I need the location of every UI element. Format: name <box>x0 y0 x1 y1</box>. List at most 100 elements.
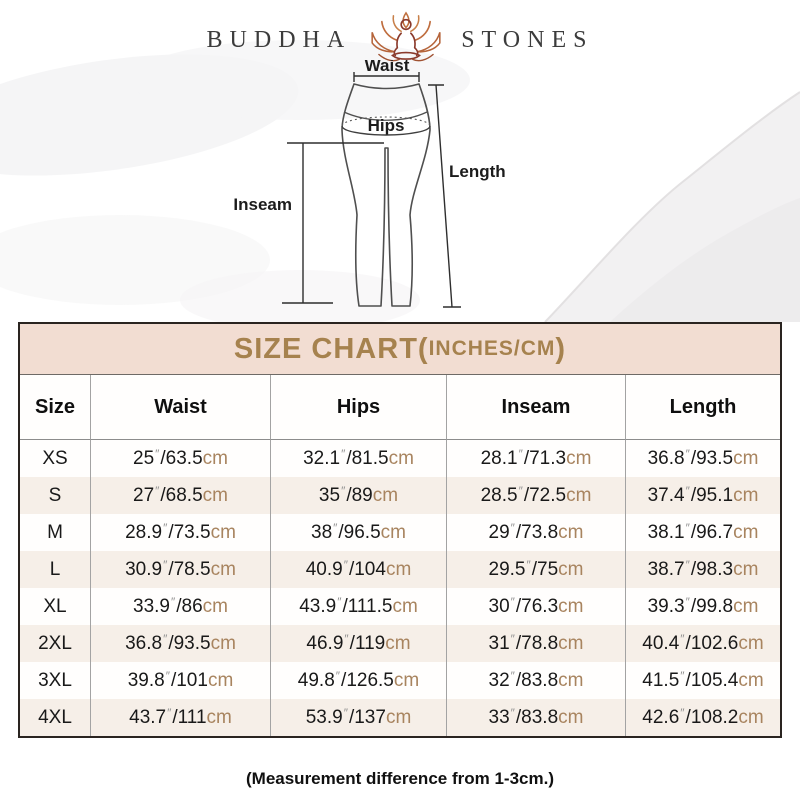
cm-unit: cm <box>733 485 759 506</box>
measure-value: 40.4 <box>642 633 680 654</box>
measure-value: 104 <box>354 559 386 580</box>
measure-value: 39.8 <box>127 670 165 691</box>
size-cell-l: L <box>20 551 91 588</box>
brand-word-left: BUDDHA <box>206 26 352 53</box>
inch-mark: ″ <box>333 521 338 535</box>
measure-value: 36.8 <box>647 448 685 469</box>
length-cell: 36.8″/93.5cm <box>626 440 780 477</box>
cm-unit: cm <box>385 707 412 728</box>
measure-value: 111 <box>177 707 207 728</box>
size-cell-xs: XS <box>20 440 91 477</box>
cm-unit: cm <box>566 485 592 506</box>
measure-value: / <box>172 707 178 728</box>
cm-unit: cm <box>733 448 759 469</box>
measure-value: 33.9 <box>133 596 170 617</box>
measure-value: / <box>690 448 697 469</box>
measure-value: / <box>515 707 522 728</box>
measure-value: 105.4 <box>690 670 739 691</box>
waist-cell: 39.8″/101cm <box>91 662 271 699</box>
length-cell: 37.4″/95.1cm <box>626 477 780 514</box>
size-cell-4xl: 4XL <box>20 699 91 736</box>
measure-value: 43.9 <box>299 596 337 617</box>
cm-unit: cm <box>393 670 420 691</box>
inch-mark: ″ <box>335 669 341 683</box>
measure-value: / <box>168 559 174 580</box>
inseam-cell: 31″/78.8cm <box>447 625 626 662</box>
cm-unit: cm <box>392 596 418 617</box>
measure-value: 28.5 <box>480 485 518 506</box>
cm-unit: cm <box>558 633 584 654</box>
inch-mark: ″ <box>685 521 690 535</box>
length-cell: 38.7″/98.3cm <box>626 551 780 588</box>
length-cell: 42.6″/108.2cm <box>626 699 780 736</box>
measure-value: 76.3 <box>521 596 559 617</box>
inseam-cell: 29″/73.8cm <box>447 514 626 551</box>
measure-value: 30.9 <box>125 559 163 580</box>
measure-value: 38.1 <box>647 522 685 543</box>
measure-value: 40.9 <box>305 559 343 580</box>
measure-value: / <box>168 522 174 543</box>
cm-unit: cm <box>210 633 236 654</box>
measure-value: 81.5 <box>351 448 389 469</box>
measure-value: 49.8 <box>297 670 335 691</box>
measure-value: 108.2 <box>690 707 739 728</box>
waist-label: Waist <box>365 60 410 75</box>
inch-mark: ″ <box>518 484 523 498</box>
inch-mark: ″ <box>170 595 176 609</box>
inseam-cell: 28.5″/72.5cm <box>447 477 626 514</box>
leggings-diagram: Waist Hips Inseam Length <box>233 60 506 308</box>
inch-mark: ″ <box>518 447 523 461</box>
measure-value: 39.3 <box>647 596 685 617</box>
cm-unit: cm <box>210 559 236 580</box>
cm-unit: cm <box>388 448 414 469</box>
measurement-note: (Measurement difference from 1-3cm.) <box>246 769 554 788</box>
measure-value: / <box>346 448 352 469</box>
waist-cell: 25″/63.5cm <box>91 440 271 477</box>
measure-value: / <box>685 633 691 654</box>
inch-mark: ″ <box>510 521 515 535</box>
inch-mark: ″ <box>165 669 170 683</box>
measure-value: 73.8 <box>521 522 559 543</box>
size-table: Size Waist Hips Inseam Length XS 25″/63.5cm 32.… <box>20 375 780 736</box>
cm-unit: cm <box>558 522 584 543</box>
cm-unit: cm <box>380 522 406 543</box>
measure-value: / <box>531 559 538 580</box>
hips-cell: 32.1″/81.5cm <box>271 440 447 477</box>
cm-unit: cm <box>558 559 584 580</box>
inch-mark: ″ <box>680 706 685 720</box>
measure-value: / <box>170 670 177 691</box>
size-cell-m: M <box>20 514 91 551</box>
measure-value: 126.5 <box>346 670 394 691</box>
cm-unit: cm <box>202 485 228 506</box>
inch-mark: ″ <box>343 558 348 572</box>
cm-unit: cm <box>738 707 764 728</box>
measure-value: / <box>342 596 348 617</box>
inch-mark: ″ <box>685 595 690 609</box>
inch-mark: ″ <box>510 669 515 683</box>
inch-mark: ″ <box>163 632 168 646</box>
measure-value: 32 <box>488 670 510 691</box>
measure-value: / <box>523 448 530 469</box>
measure-value: 73.5 <box>173 522 211 543</box>
hips-cell: 46.9″/119cm <box>271 625 447 662</box>
cm-unit: cm <box>558 707 584 728</box>
inch-mark: ″ <box>341 447 346 461</box>
measure-value: 35 <box>318 485 341 506</box>
hips-cell: 43.9″/111.5cm <box>271 588 447 625</box>
inch-mark: ″ <box>344 632 349 646</box>
size-chart-title: SIZE CHART(INCHES/CM) <box>20 324 780 375</box>
measure-value: 78.8 <box>521 633 559 654</box>
cm-unit: cm <box>202 596 228 617</box>
measure-value: / <box>515 522 522 543</box>
inch-mark: ″ <box>680 632 685 646</box>
measure-value: 78.5 <box>173 559 211 580</box>
measure-value: 46.9 <box>306 633 344 654</box>
length-cell: 38.1″/96.7cm <box>626 514 780 551</box>
inch-mark: ″ <box>685 447 690 461</box>
cm-unit: cm <box>558 596 584 617</box>
measure-value: 86 <box>181 596 203 617</box>
measure-value: 43.7 <box>129 707 167 728</box>
waist-cell: 43.7″/111cm <box>91 699 271 736</box>
waist-cell: 27″/68.5cm <box>91 477 271 514</box>
